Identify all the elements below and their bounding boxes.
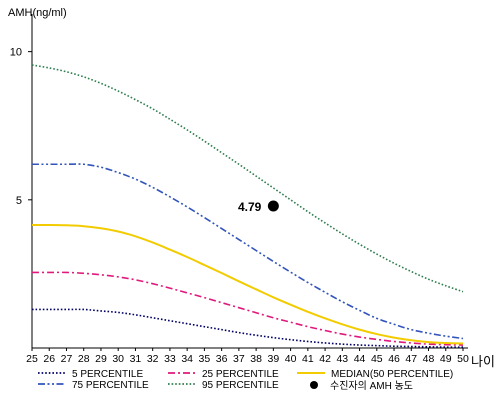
x-tick-label: 46 [388, 353, 400, 365]
series-line-1 [32, 308, 464, 348]
x-tick-label: 43 [336, 353, 348, 365]
x-tick-label: 26 [43, 353, 55, 365]
series-line-2 [32, 271, 464, 346]
series-line-4 [32, 163, 464, 340]
x-tick-label: 44 [354, 353, 366, 365]
series-line-5 [31, 64, 464, 293]
marker-layer: 4.79 [238, 200, 279, 214]
x-tick-label: 25 [26, 353, 38, 365]
series-layer [31, 64, 464, 348]
x-tick-label: 27 [61, 353, 73, 365]
x-tick-label: 28 [78, 353, 90, 365]
x-axis-label: 나이 [471, 354, 495, 369]
x-tick-label: 38 [250, 353, 262, 365]
x-tick-label: 48 [423, 353, 435, 365]
x-tick-label: 45 [371, 353, 383, 365]
legend-label: 95 PERCENTILE [202, 380, 279, 391]
x-tick-label: 41 [302, 353, 314, 365]
legend-label: 75 PERCENTILE [72, 380, 149, 391]
x-tick-label: 36 [216, 353, 228, 365]
x-tick-label: 30 [112, 353, 124, 365]
axes: 5 10 25 26 27 28 29 30 31 32 33 34 35 36 37 38 39 40 41 42 4… [10, 14, 469, 365]
x-tick-label: 37 [233, 353, 245, 365]
x-tick-label: 34 [181, 353, 193, 365]
x-tick-label: 42 [319, 353, 331, 365]
legend-marker-swatch [310, 381, 318, 389]
y-tick-label: 10 [10, 47, 22, 59]
x-tick-label: 47 [405, 353, 417, 365]
series-line-3 [31, 223, 464, 345]
x-tick-label: 35 [199, 353, 211, 365]
y-tick-label: 5 [16, 195, 22, 207]
patient-marker-label: 4.79 [238, 200, 262, 214]
x-tick-label: 29 [95, 353, 107, 365]
patient-marker [267, 200, 279, 212]
legend-label: 25 PERCENTILE [202, 369, 279, 380]
y-axis-label: AMH(ng/ml) [8, 7, 67, 19]
x-tick-label: 31 [130, 353, 142, 365]
x-tick-label: 49 [440, 353, 452, 365]
x-tick-label: 39 [268, 353, 280, 365]
x-tick-label: 33 [164, 353, 176, 365]
x-tick-label: 40 [285, 353, 297, 365]
legend-label: MEDIAN(50 PERCENTILE) [331, 369, 453, 380]
legend-label: 수진자의 AMH 농도 [330, 380, 413, 392]
x-tick-label: 50 [457, 353, 469, 365]
legend-label: 5 PERCENTILE [72, 369, 143, 380]
x-tick-label: 32 [147, 353, 159, 365]
